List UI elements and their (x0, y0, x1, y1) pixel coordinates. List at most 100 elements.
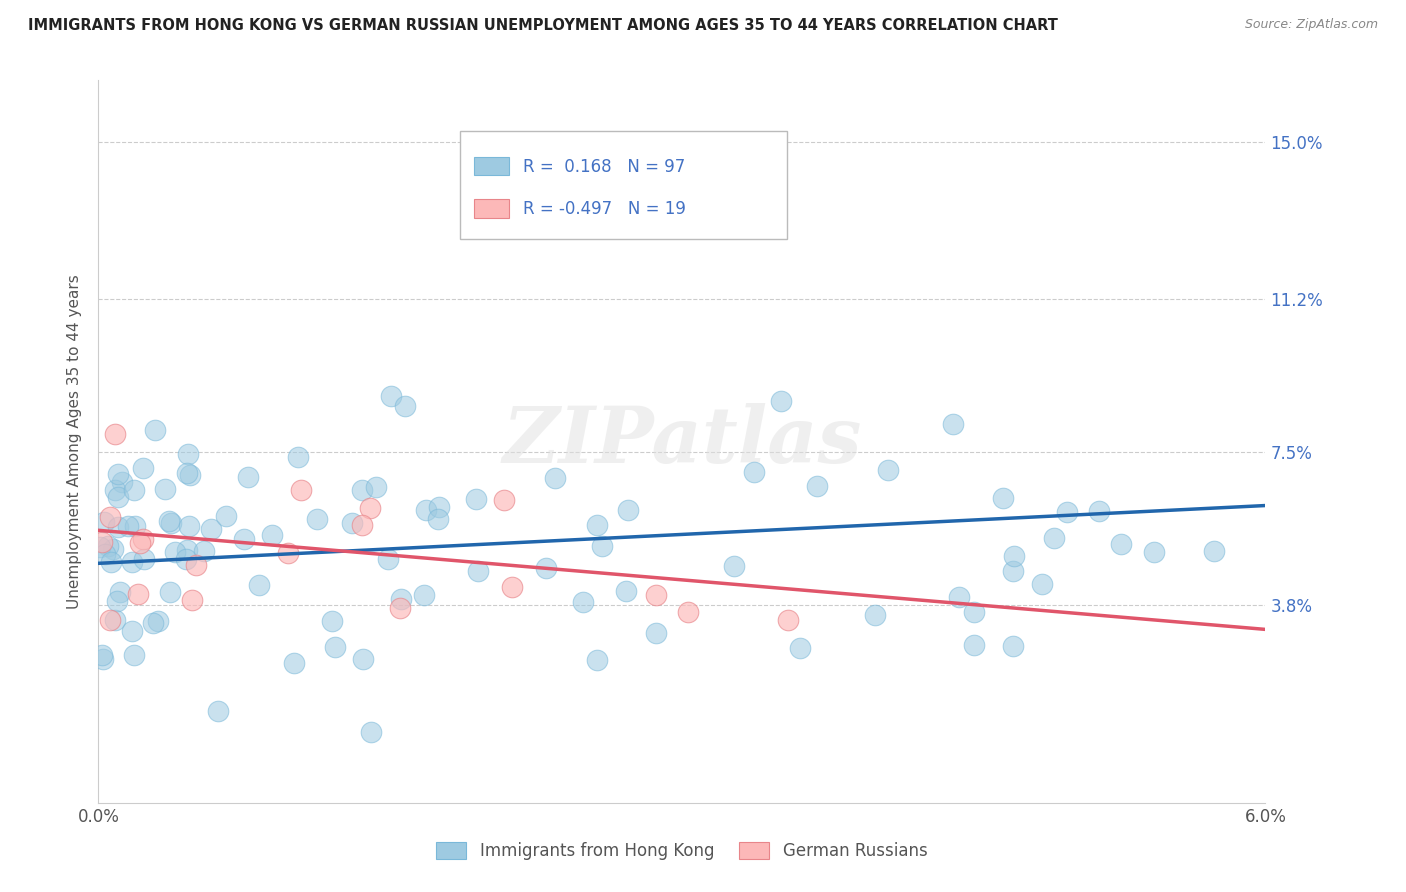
Point (544, 471, 567, 485)
Point (100, 555, 122, 569)
Point (290, 483, 312, 498)
Point (98, 510, 121, 524)
Point (389, 592, 412, 607)
Point (105, 594, 128, 608)
Point (415, 503, 437, 517)
Point (389, 601, 412, 615)
Point (644, 625, 666, 640)
Point (359, 500, 381, 515)
Point (536, 561, 558, 575)
Point (184, 558, 207, 572)
Point (89, 540, 111, 554)
Point (287, 450, 309, 464)
Point (97, 539, 120, 553)
Point (863, 608, 886, 623)
Point (127, 586, 149, 600)
Point (789, 640, 811, 655)
Point (121, 624, 143, 638)
Point (131, 533, 153, 547)
Point (128, 535, 150, 549)
Point (1043, 531, 1066, 545)
Point (124, 518, 146, 533)
Point (321, 614, 343, 628)
Point (142, 616, 165, 631)
Point (776, 613, 799, 627)
Point (806, 478, 828, 492)
Point (769, 393, 792, 408)
Point (742, 465, 765, 479)
Text: R =  0.168   N = 97: R = 0.168 N = 97 (523, 158, 686, 176)
Point (176, 543, 198, 558)
Point (236, 470, 259, 484)
Point (644, 588, 666, 602)
Point (1142, 545, 1164, 559)
FancyBboxPatch shape (474, 199, 509, 218)
Point (307, 512, 329, 526)
Point (1056, 505, 1078, 519)
Point (107, 520, 129, 534)
Point (962, 605, 984, 619)
Point (143, 423, 166, 437)
Point (174, 552, 197, 566)
Point (1001, 639, 1024, 653)
Point (591, 539, 613, 553)
Point (350, 483, 373, 497)
Point (942, 417, 965, 432)
Point (122, 648, 145, 662)
Point (585, 653, 607, 667)
Point (121, 555, 143, 569)
Point (181, 593, 204, 607)
Point (107, 467, 129, 482)
Point (464, 491, 486, 506)
Point (232, 532, 254, 546)
Point (877, 463, 900, 477)
Text: ZIPatlas: ZIPatlas (502, 403, 862, 480)
Point (1087, 503, 1109, 517)
Point (723, 558, 745, 573)
Point (427, 500, 450, 515)
Point (277, 546, 299, 560)
Point (247, 577, 270, 591)
Point (179, 519, 201, 533)
Point (132, 460, 155, 475)
Point (176, 466, 198, 480)
Point (177, 447, 200, 461)
Point (1001, 564, 1024, 578)
Point (165, 545, 187, 559)
Point (676, 605, 699, 619)
Point (90, 535, 112, 549)
Point (1204, 544, 1226, 558)
Point (104, 613, 127, 627)
Point (501, 580, 523, 594)
Point (90, 648, 112, 663)
Point (146, 614, 169, 628)
Point (377, 551, 399, 566)
Point (323, 640, 346, 654)
Point (111, 475, 134, 489)
Point (104, 483, 127, 498)
Point (492, 492, 515, 507)
Point (107, 490, 129, 504)
Point (427, 512, 450, 526)
Point (117, 518, 139, 533)
FancyBboxPatch shape (460, 131, 787, 239)
Point (159, 516, 181, 531)
Text: IMMIGRANTS FROM HONG KONG VS GERMAN RUSSIAN UNEMPLOYMENT AMONG AGES 35 TO 44 YEA: IMMIGRANTS FROM HONG KONG VS GERMAN RUSS… (28, 18, 1057, 33)
Point (159, 585, 181, 599)
Point (108, 585, 131, 599)
Point (200, 522, 222, 536)
Point (585, 518, 607, 533)
Point (98, 614, 121, 628)
Point (616, 503, 638, 517)
Point (342, 516, 364, 530)
Point (122, 483, 145, 497)
Point (963, 638, 986, 652)
Point (350, 517, 373, 532)
Point (413, 588, 436, 602)
Point (991, 491, 1014, 505)
Point (572, 595, 595, 609)
Point (394, 399, 416, 413)
Text: R = -0.497   N = 19: R = -0.497 N = 19 (523, 200, 686, 218)
Point (352, 652, 374, 666)
Point (364, 480, 387, 494)
